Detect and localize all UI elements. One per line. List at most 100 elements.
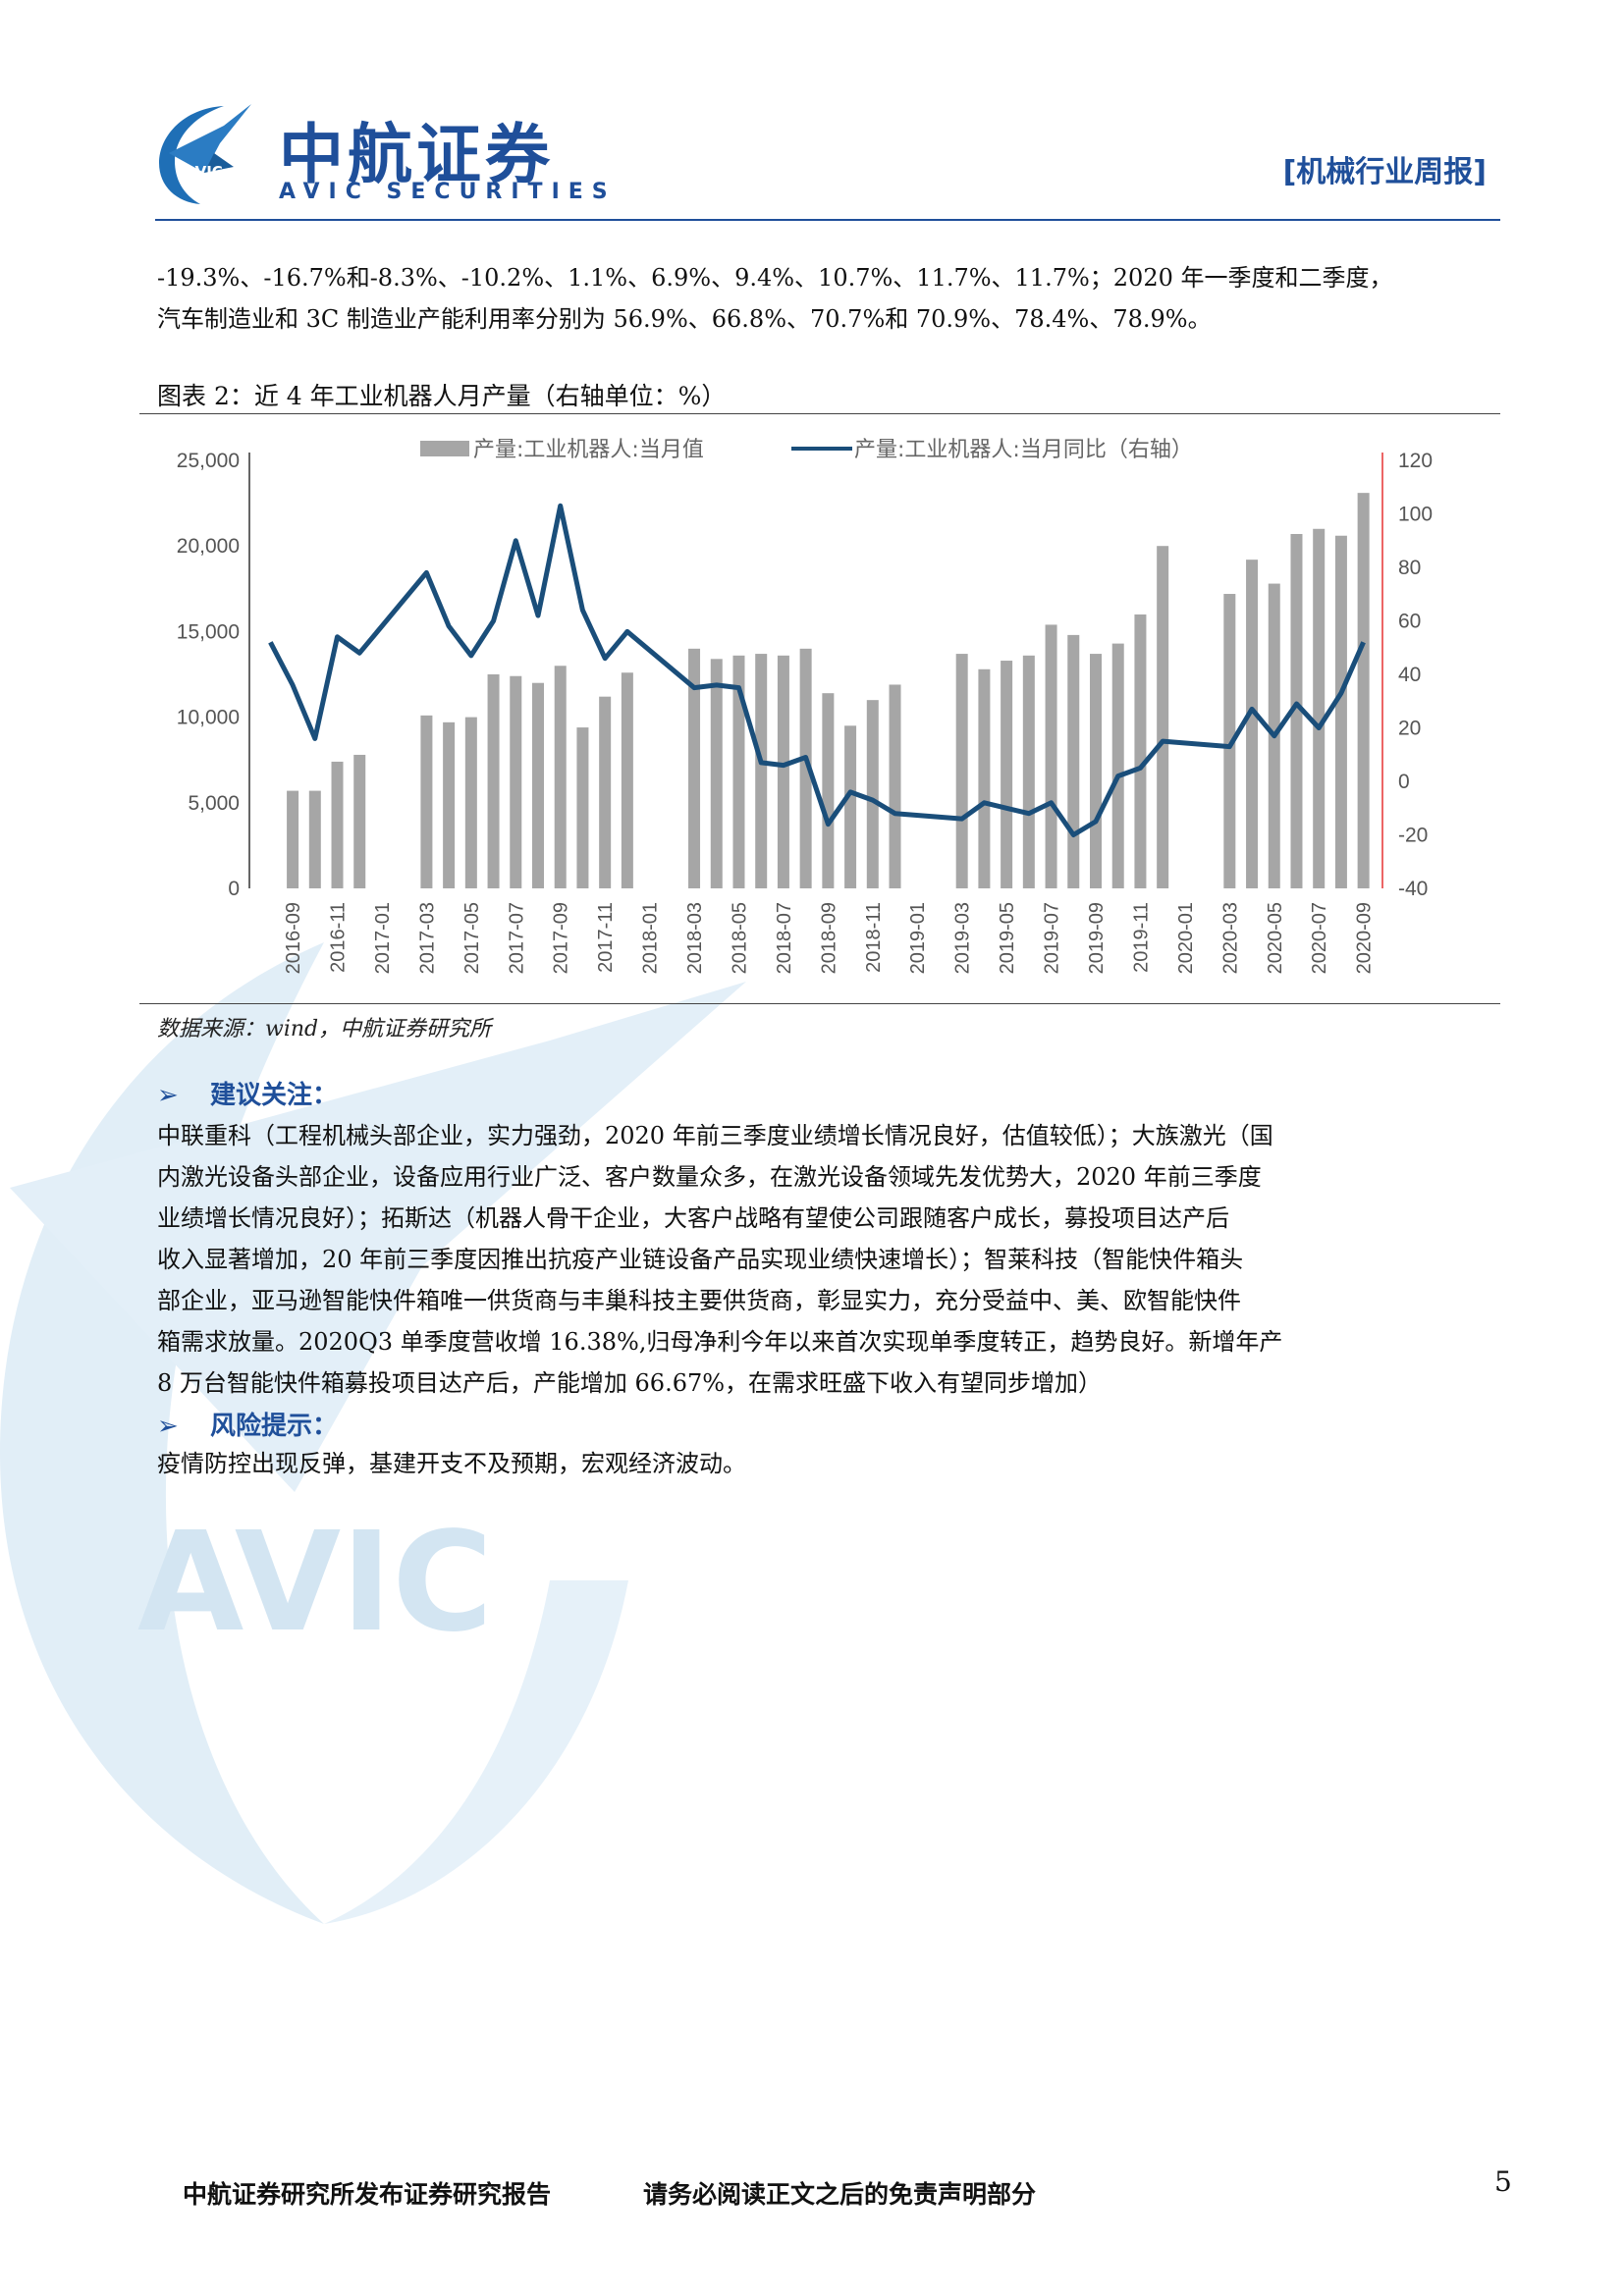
- chart-legend: 产量:工业机器人:当月值 产量:工业机器人:当月同比（右轴）: [420, 438, 1193, 462]
- bar: [332, 762, 344, 888]
- x-tick-label: 2019-05: [997, 902, 1018, 974]
- bar: [420, 716, 432, 888]
- logo-text: AVIC: [185, 163, 223, 181]
- recommend-heading: ➢ 建议关注：: [157, 1075, 338, 1111]
- bar: [1134, 614, 1146, 888]
- x-tick-label: 2017-05: [461, 902, 483, 974]
- bar: [1335, 536, 1347, 888]
- y-left-tick-label: 20,000: [177, 535, 240, 558]
- bar: [599, 697, 611, 888]
- bar: [844, 725, 856, 888]
- y-right-tick-label: -40: [1398, 878, 1428, 900]
- recommend-line: 8 万台智能快件箱募投项目达产后，产能增加 66.67%，在需求旺盛下收入有望同…: [157, 1362, 1492, 1404]
- x-tick-label: 2018-11: [863, 902, 885, 973]
- yoy-line: [270, 506, 1363, 834]
- bar: [867, 700, 879, 888]
- bar: [1046, 624, 1057, 888]
- arrow-bullet-icon: ➢: [157, 1081, 210, 1110]
- figure-title: 图表 2：近 4 年工业机器人月产量（右轴单位：%）: [157, 377, 726, 412]
- bar: [822, 693, 834, 888]
- bar: [1023, 656, 1035, 888]
- bar: [978, 669, 990, 888]
- bar: [287, 791, 298, 888]
- y-right-tick-label: 100: [1398, 504, 1433, 526]
- x-tick-label: 2016-09: [283, 902, 304, 974]
- bar: [755, 654, 767, 888]
- bar: [1313, 529, 1325, 888]
- x-tick-label: 2017-11: [595, 902, 617, 973]
- robot-output-chart: 0 5,000 10,000 15,000 20,000 25,000 -40 -20 0 20…: [139, 416, 1500, 1005]
- bar: [465, 718, 477, 888]
- bar: [532, 683, 544, 888]
- x-tick-label: 2018-05: [729, 902, 750, 974]
- x-tick-label: 2017-07: [506, 902, 527, 974]
- x-axis: 2016-09 2016-11 2017-01 2017-03 2017-05 2017-…: [283, 902, 1376, 974]
- bar: [956, 654, 968, 888]
- y-axis-right: -40 -20 0 20 40 60 80 100 120: [1382, 450, 1433, 900]
- figure-top-rule: [139, 413, 1500, 414]
- bar: [1157, 546, 1168, 888]
- recommend-line: 箱需求放量。2020Q3 单季度营收增 16.38%,归母净利今年以来首次实现单…: [157, 1321, 1492, 1362]
- recommend-line: 收入显著增加，20 年前三季度因推出抗疫产业链设备产品实现业绩快速增长）；智莱科…: [157, 1239, 1492, 1280]
- y-right-tick-label: 120: [1398, 450, 1433, 472]
- bar: [1358, 493, 1370, 888]
- intro-paragraph: -19.3%、-16.7%和-8.3%、-10.2%、1.1%、6.9%、9.4…: [157, 257, 1492, 340]
- bar: [622, 672, 633, 888]
- bar: [510, 676, 521, 888]
- legend-bar-label: 产量:工业机器人:当月值: [473, 438, 704, 462]
- y-left-tick-label: 25,000: [177, 450, 240, 472]
- page-number: 5: [1494, 2165, 1512, 2198]
- recommend-heading-text: 建议关注：: [210, 1081, 338, 1110]
- footer-disclaimer: 请务必阅读正文之后的免责声明部分: [643, 2175, 1036, 2211]
- brand-name-en: AVIC SECURITIES: [279, 180, 617, 204]
- x-tick-label: 2020-07: [1309, 902, 1330, 974]
- recommend-paragraph: 中联重科（工程机械头部企业，实力强劲，2020 年前三季度业绩增长情况良好，估值…: [157, 1115, 1492, 1404]
- x-tick-label: 2016-11: [328, 902, 350, 973]
- x-tick-label: 2018-09: [818, 902, 839, 974]
- bar: [1067, 635, 1079, 888]
- y-left-tick-label: 0: [228, 878, 240, 900]
- x-tick-label: 2019-03: [952, 902, 974, 974]
- x-tick-label: 2019-11: [1130, 902, 1152, 973]
- x-tick-label: 2020-05: [1265, 902, 1286, 974]
- legend-bar-swatch: [420, 441, 469, 456]
- bar: [555, 666, 567, 888]
- y-right-tick-label: -20: [1398, 825, 1428, 847]
- x-tick-label: 2018-01: [640, 902, 662, 974]
- x-tick-label: 2017-01: [372, 902, 394, 974]
- bar: [309, 791, 321, 888]
- y-axis-left: 0 5,000 10,000 15,000 20,000 25,000: [177, 450, 249, 900]
- recommend-line: 中联重科（工程机械头部企业，实力强劲，2020 年前三季度业绩增长情况良好，估值…: [157, 1115, 1492, 1156]
- bar-series: [287, 493, 1370, 888]
- intro-line: 汽车制造业和 3C 制造业产能利用率分别为 56.9%、66.8%、70.7%和…: [157, 298, 1492, 340]
- intro-line: -19.3%、-16.7%和-8.3%、-10.2%、1.1%、6.9%、9.4…: [157, 257, 1492, 298]
- x-tick-label: 2017-03: [416, 902, 438, 974]
- y-right-tick-label: 80: [1398, 557, 1421, 579]
- avic-logo: AVIC: [155, 98, 253, 206]
- y-right-tick-label: 60: [1398, 611, 1421, 633]
- risk-text: 疫情防控出现反弹，基建开支不及预期，宏观经济波动。: [157, 1443, 1492, 1484]
- bar: [576, 727, 588, 888]
- x-tick-label: 2018-07: [774, 902, 795, 974]
- line-series: [270, 506, 1363, 834]
- arrow-bullet-icon: ➢: [157, 1412, 210, 1441]
- y-left-tick-label: 15,000: [177, 620, 240, 643]
- recommend-line: 内激光设备头部企业，设备应用行业广泛、客户数量众多，在激光设备领域先发优势大，2…: [157, 1156, 1492, 1198]
- x-tick-label: 2019-01: [907, 902, 929, 974]
- x-tick-label: 2019-09: [1086, 902, 1108, 974]
- bar: [1112, 644, 1124, 888]
- bar: [488, 674, 500, 888]
- legend-line-label: 产量:工业机器人:当月同比（右轴）: [854, 438, 1193, 462]
- x-tick-label: 2020-01: [1175, 902, 1197, 974]
- footer-publisher: 中航证券研究所发布证券研究报告: [183, 2175, 551, 2211]
- y-right-tick-label: 0: [1398, 771, 1410, 793]
- x-tick-label: 2020-03: [1219, 902, 1241, 974]
- y-left-tick-label: 5,000: [188, 792, 240, 815]
- risk-heading: ➢ 风险提示：: [157, 1406, 338, 1442]
- risk-paragraph: 疫情防控出现反弹，基建开支不及预期，宏观经济波动。: [157, 1443, 1492, 1484]
- bar: [443, 722, 455, 888]
- header-divider: [155, 219, 1500, 221]
- y-right-tick-label: 20: [1398, 718, 1421, 740]
- bar: [778, 656, 789, 888]
- risk-heading-text: 风险提示：: [210, 1412, 338, 1441]
